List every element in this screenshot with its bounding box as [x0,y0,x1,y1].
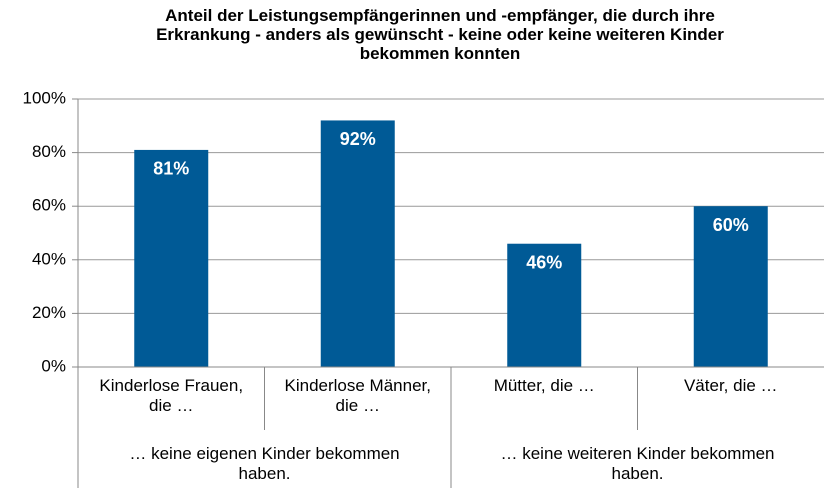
data-label: 60% [713,215,749,235]
chart-title: Anteil der Leistungsempfängerinnen und -… [156,6,724,63]
y-tick-label: 0% [41,356,66,375]
data-label: 46% [526,252,562,272]
y-tick-label: 100% [23,88,66,107]
bar [693,206,768,367]
x-tick-label: Kinderlose Männer, die … [284,376,431,415]
x-tick-label: Väter, die … [683,376,778,395]
data-label: 81% [153,159,189,179]
group-label: … keine eigenen Kinder bekommen haben. [129,444,400,483]
x-tick-label: Mütter, die … [493,376,595,395]
x-tick-label: Kinderlose Frauen, die … [99,376,244,415]
bar [134,149,209,367]
bar [507,243,582,367]
y-tick-label: 20% [32,303,66,322]
y-tick-label: 60% [32,196,66,215]
bar [320,120,395,367]
data-label: 92% [340,129,376,149]
y-tick-label: 80% [32,142,66,161]
group-label: … keine weiteren Kinder bekommen haben. [500,444,775,483]
y-tick-label: 40% [32,249,66,268]
